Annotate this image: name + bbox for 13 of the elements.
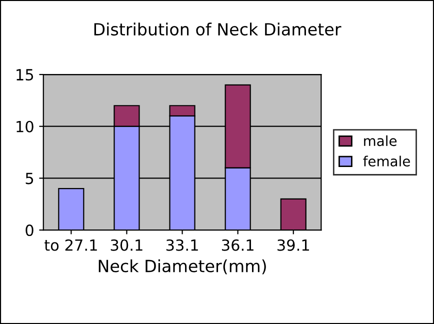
- x-tick-label: 39.1: [278, 239, 309, 251]
- legend-label: female: [363, 156, 410, 167]
- legend-label: male: [364, 135, 397, 146]
- x-tick-label: to 27.1: [44, 239, 97, 251]
- x-tick-label: 33.1: [166, 239, 198, 251]
- y-tick-label: 0: [26, 224, 34, 236]
- chart-title: Distribution of Neck Diameter: [94, 22, 342, 36]
- y-tick-label: 10: [16, 120, 34, 132]
- y-tick-label: 15: [16, 69, 34, 81]
- y-tick-label: 5: [26, 172, 34, 184]
- x-tick-label: 30.1: [110, 239, 142, 251]
- x-axis-title: Neck Diameter(mm): [98, 259, 266, 274]
- x-tick-label: 36.1: [222, 239, 254, 251]
